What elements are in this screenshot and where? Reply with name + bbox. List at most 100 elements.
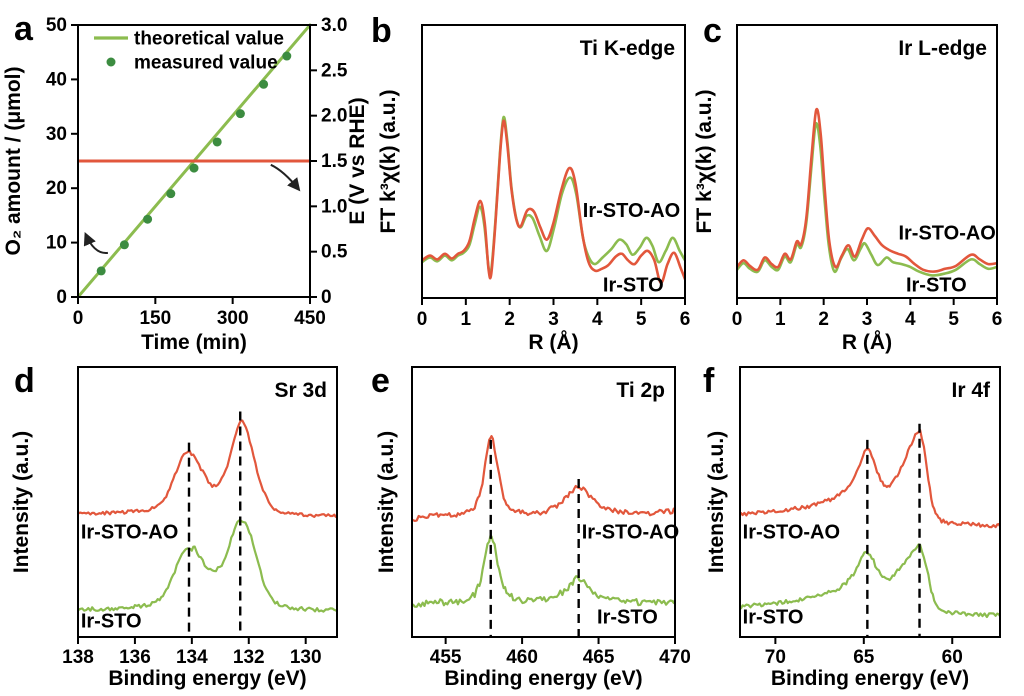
x-tick-label: 470: [659, 647, 691, 668]
curve-label: Ir-STO-AO: [583, 200, 680, 222]
plot-frame: [77, 366, 338, 638]
x-tick-label: 136: [119, 647, 151, 668]
x-tick-label: 1: [775, 309, 786, 330]
y-tick-label: 0: [56, 287, 67, 308]
x-tick-label: 450: [294, 308, 326, 329]
series-ir-sto: [736, 121, 998, 277]
measured-point: [282, 51, 292, 61]
series-ir-sto: [739, 543, 1001, 619]
measured-point: [235, 109, 245, 119]
series-ir-sto: [77, 518, 338, 613]
y-tick-label: 1.0: [321, 196, 347, 217]
panel-label-c: c: [703, 12, 722, 50]
plot-frame: [411, 366, 676, 638]
x-tick-label: 4: [905, 309, 916, 330]
y-axis-label: Intensity (a.u.): [10, 431, 33, 573]
x-tick-label: 1: [461, 309, 472, 330]
panel-title: Sr 3d: [274, 379, 327, 402]
x-axis-label: Binding energy (eV): [108, 667, 306, 690]
x-tick-label: 2: [504, 309, 515, 330]
curve-label: Ir-STO: [743, 607, 804, 629]
panel-label-f: f: [703, 362, 715, 400]
x-tick-label: 0: [73, 308, 84, 329]
curve-label: Ir-STO-AO: [81, 521, 178, 543]
y-axis-label: O₂ amount / (μmol): [2, 67, 25, 256]
measured-point: [143, 214, 153, 224]
series-ir-sto-ao: [77, 419, 338, 518]
series-ir-sto-ao: [411, 435, 676, 522]
x-tick-label: 6: [992, 309, 1003, 330]
series-ir-sto-ao: [739, 428, 1001, 529]
panel-b-ti-k-edge-exafs-chart: b 0 1 2 3 4 5 6 Ir-STO-AO Ir-STO Ti K-edge R (Å) FT …: [371, 12, 691, 354]
curve-label: Ir-STO: [597, 607, 658, 629]
x-axis-label: Binding energy (eV): [771, 667, 969, 690]
y-tick-label: 2.5: [321, 60, 348, 81]
y-axis-label: Intensity (a.u.): [375, 431, 398, 573]
x-tick-label: 300: [217, 308, 249, 329]
panel-title: Ir L-edge: [898, 37, 987, 60]
panel-label-a: a: [14, 10, 34, 48]
y-axis-label: Intensity (a.u.): [705, 431, 728, 573]
x-tick-label: 6: [680, 309, 691, 330]
curve-label: Ir-STO-AO: [582, 521, 679, 543]
measured-point: [212, 137, 222, 147]
x-tick-label: 5: [636, 309, 647, 330]
y-axis-label: FT k³χ(k) (a.u.): [377, 90, 400, 234]
x-tick-label: 0: [732, 309, 743, 330]
x-tick-label: 3: [862, 309, 873, 330]
x-tick-label: 460: [506, 647, 538, 668]
series-ir-sto-ao: [736, 107, 998, 273]
plot-frame: [421, 24, 686, 299]
curve-label: Ir-STO: [603, 274, 664, 296]
y-tick-label: 40: [46, 69, 67, 90]
plot-frame: [736, 24, 998, 299]
x-tick-label: 3: [548, 309, 559, 330]
curve-label: Ir-STO-AO: [743, 521, 840, 543]
y-tick-label: 3.0: [321, 15, 347, 36]
panel-d-sr3d-xps-chart: d 138 136 134 132 130 Ir-STO-AO Ir-STO Sr 3d Bind…: [10, 362, 338, 690]
axis-pointer-arrow: [270, 163, 301, 192]
y-tick-label: 0.5: [321, 242, 348, 263]
y-tick-label: 0: [321, 287, 332, 308]
curve-label: Ir-STO: [81, 611, 142, 633]
measured-point: [119, 240, 129, 250]
x-tick-label: 150: [139, 308, 171, 329]
legend-label: theoretical value: [134, 29, 284, 50]
y-tick-label: 20: [46, 178, 67, 199]
x-tick-label: 60: [942, 647, 963, 668]
y-tick-label: 50: [46, 15, 67, 36]
x-tick-label: 138: [62, 647, 94, 668]
y-tick-label: 1.5: [321, 151, 348, 172]
x-tick-label: 455: [430, 647, 462, 668]
x-tick-label: 132: [233, 647, 265, 668]
y-axis-label: FT k³χ(k) (a.u.): [693, 90, 716, 234]
legend-label: measured value: [134, 53, 278, 74]
panel-c-ir-l-edge-exafs-chart: c 0 1 2 3 4 5 6 Ir-STO-AO Ir-STO Ir L-edge R (Å) FT …: [693, 12, 1003, 354]
right-y-axis-label: E (V vs RHE): [346, 97, 369, 224]
measured-point: [259, 79, 269, 89]
y-tick-label: 30: [46, 124, 67, 145]
series-ir-sto-ao: [421, 119, 686, 285]
y-tick-label: 2.0: [321, 106, 347, 127]
x-tick-label: 4: [592, 309, 603, 330]
panel-title: Ir 4f: [951, 379, 991, 402]
measured-point: [166, 189, 176, 199]
x-tick-label: 2: [818, 309, 829, 330]
y-tick-label: 10: [46, 233, 67, 254]
panel-e-ti2p-xps-chart: e 455 460 465 470 Ir-STO-AO Ir-STO Ti 2p Binding…: [371, 362, 691, 690]
series-ir-sto: [411, 534, 676, 608]
x-tick-label: 465: [583, 647, 615, 668]
measured-point: [189, 163, 199, 173]
panel-f-ir4f-xps-chart: f 70 65 60 Ir-STO-AO Ir-STO Ir 4f Binding energ…: [703, 362, 1001, 690]
x-tick-label: 70: [765, 647, 786, 668]
x-axis-label: Binding energy (eV): [444, 667, 642, 690]
x-tick-label: 134: [176, 647, 208, 668]
panel-title: Ti 2p: [616, 379, 665, 402]
x-axis-label: Time (min): [141, 331, 247, 354]
x-tick-label: 0: [417, 309, 428, 330]
x-axis-label: R (Å): [528, 330, 578, 354]
panel-title: Ti K-edge: [580, 37, 675, 60]
curve-label: Ir-STO: [906, 274, 967, 296]
plot-frame: [739, 366, 1001, 638]
